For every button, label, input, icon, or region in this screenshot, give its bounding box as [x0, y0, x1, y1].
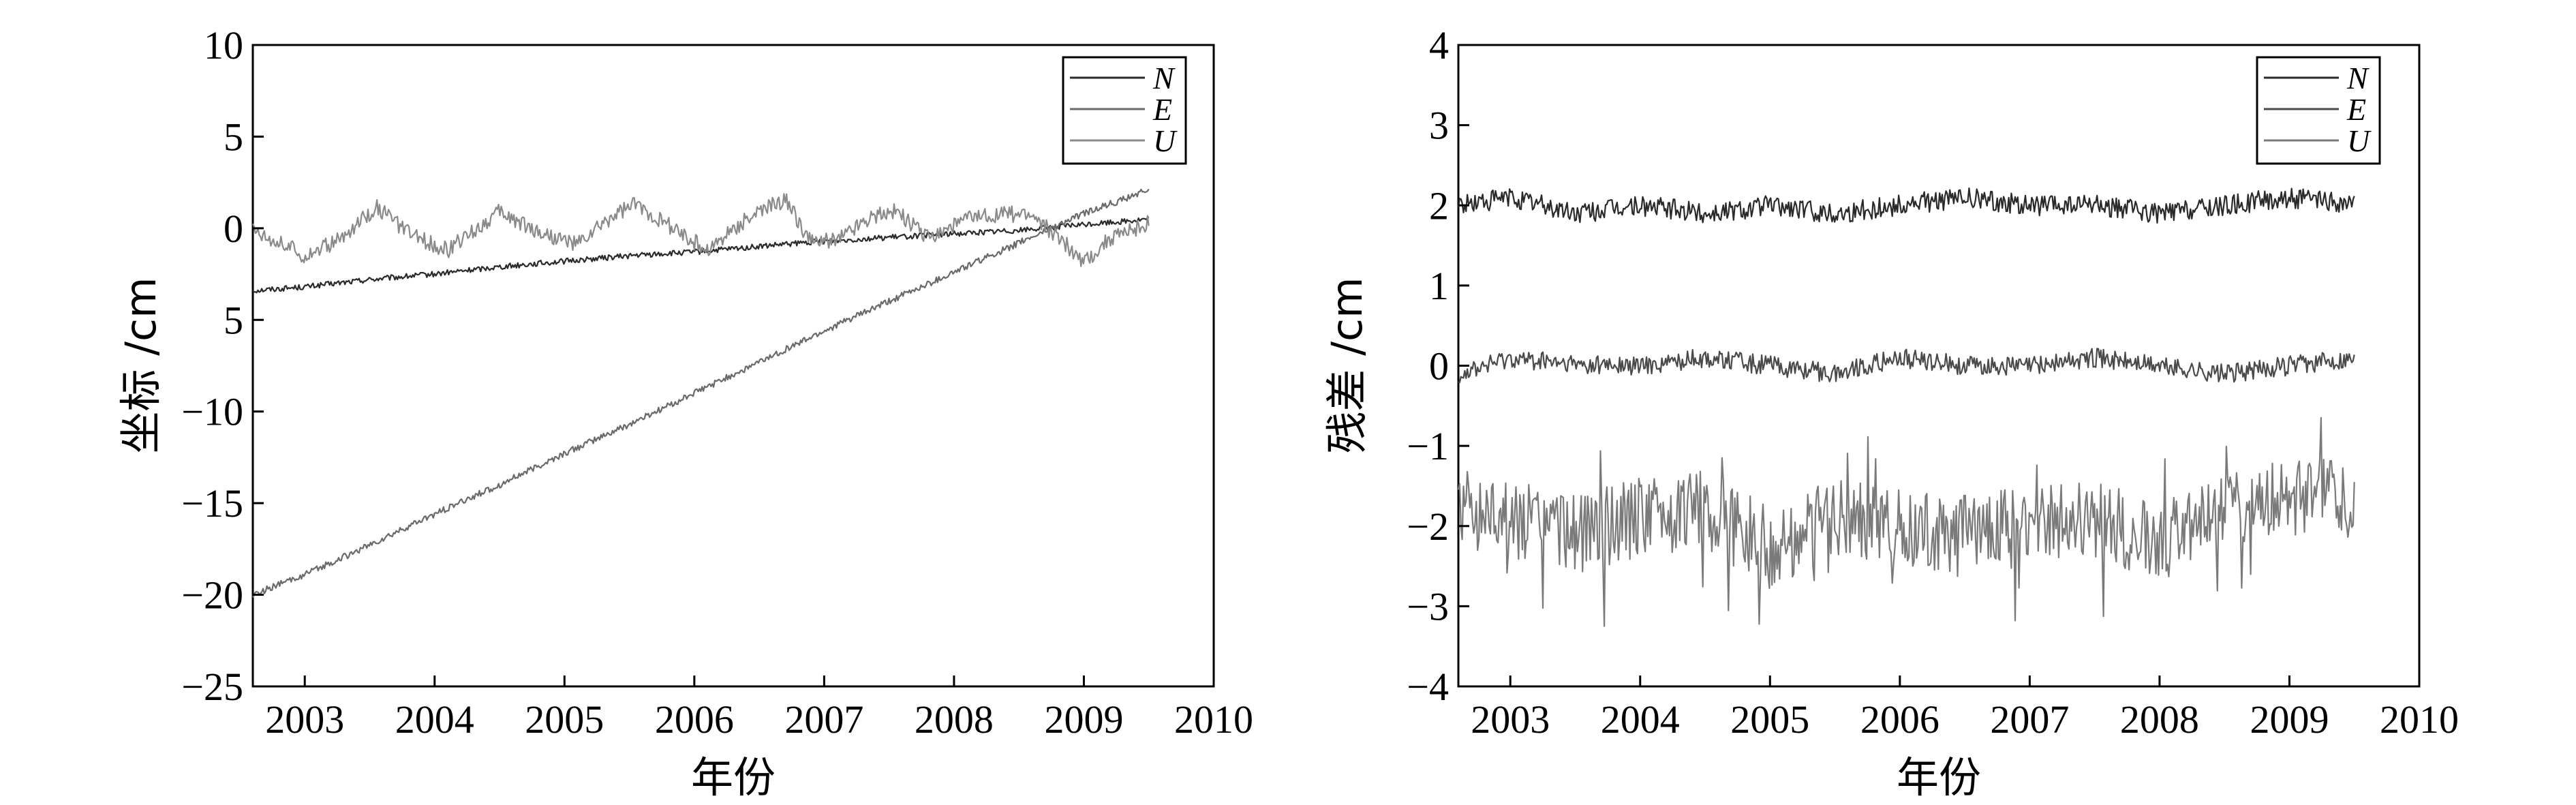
x-tick-label: 2003	[1471, 697, 1550, 742]
y-tick-label: −1	[1407, 424, 1449, 468]
x-ticks: 2003 2004 2005 2006 2007 2008 2009 2010	[265, 675, 1253, 742]
x-tick-label: 2005	[1730, 697, 1809, 742]
series-line-E	[252, 188, 1150, 598]
series-lines	[1457, 187, 2355, 627]
series-line-N	[252, 216, 1150, 294]
x-axis-title: 年份	[1897, 753, 1981, 802]
x-tick-label: 2004	[1601, 697, 1680, 742]
legend-box	[1062, 56, 1187, 165]
series-line-U	[1457, 416, 2355, 627]
y-ticks: 4 3 2 1 0 −1 −2 −3 −4	[1407, 23, 1469, 709]
residual-chart: 2003 2004 2005 2006 2007 2008 2009 2010 4 3 2 1 0 −1…	[1322, 23, 2459, 802]
legend-label-E: E	[1152, 92, 1172, 127]
x-tick-label: 2008	[2120, 697, 2199, 742]
x-tick-label: 2010	[2380, 697, 2459, 742]
legend: NEU	[1062, 56, 1187, 165]
y-tick-label: 5	[224, 298, 243, 342]
x-tick-label: 2005	[525, 697, 604, 742]
y-tick-label: 0	[1429, 344, 1449, 389]
legend-label-N: N	[2346, 61, 2370, 95]
y-tick-label: −4	[1407, 665, 1449, 709]
series-line-N	[1457, 187, 2355, 224]
legend-label-U: U	[1153, 123, 1178, 158]
x-tick-label: 2003	[265, 697, 344, 742]
y-tick-label: −3	[1407, 584, 1449, 628]
legend: NEU	[2256, 56, 2381, 165]
x-tick-label: 2008	[915, 697, 994, 742]
x-tick-label: 2006	[655, 697, 734, 742]
legend-box	[2256, 56, 2381, 165]
y-tick-label: −25	[181, 665, 243, 709]
y-ticks: 10 5 0 5 −10 −15 −20 −25	[181, 23, 264, 709]
y-tick-label: 4	[1429, 23, 1449, 67]
y-tick-label: −20	[181, 573, 243, 618]
x-tick-label: 2009	[1044, 697, 1123, 742]
y-tick-label: 5	[224, 115, 243, 159]
y-tick-label: 3	[1429, 104, 1449, 148]
series-lines	[252, 188, 1150, 598]
x-axis-title: 年份	[691, 753, 776, 802]
x-tick-label: 2010	[1174, 697, 1253, 742]
legend-label-U: U	[2347, 123, 2372, 158]
legend-label-E: E	[2346, 92, 2366, 127]
y-tick-label: 10	[204, 23, 243, 67]
y-tick-label: −15	[181, 481, 243, 526]
x-tick-label: 2004	[395, 697, 474, 742]
series-line-U	[252, 193, 1150, 267]
plot-frame	[251, 44, 1215, 688]
y-tick-label: −10	[181, 390, 243, 434]
y-axis-title: 残差 /cm	[1322, 277, 1372, 453]
coordinate-chart: 2003 2004 2005 2006 2007 2008 2009 2010 10 5 0 5 −1…	[116, 23, 1253, 802]
x-tick-label: 2009	[2250, 697, 2329, 742]
y-tick-label: 2	[1429, 183, 1449, 228]
x-ticks: 2003 2004 2005 2006 2007 2008 2009 2010	[1471, 675, 2459, 742]
x-tick-label: 2007	[784, 697, 863, 742]
y-tick-label: 0	[224, 207, 243, 251]
x-tick-label: 2007	[1990, 697, 2069, 742]
legend-label-N: N	[1152, 61, 1176, 95]
y-axis-title: 坐标 /cm	[116, 277, 166, 453]
y-tick-label: −2	[1407, 504, 1449, 549]
y-tick-label: 1	[1429, 264, 1449, 308]
x-tick-label: 2006	[1860, 697, 1939, 742]
series-line-E	[1458, 348, 2355, 384]
